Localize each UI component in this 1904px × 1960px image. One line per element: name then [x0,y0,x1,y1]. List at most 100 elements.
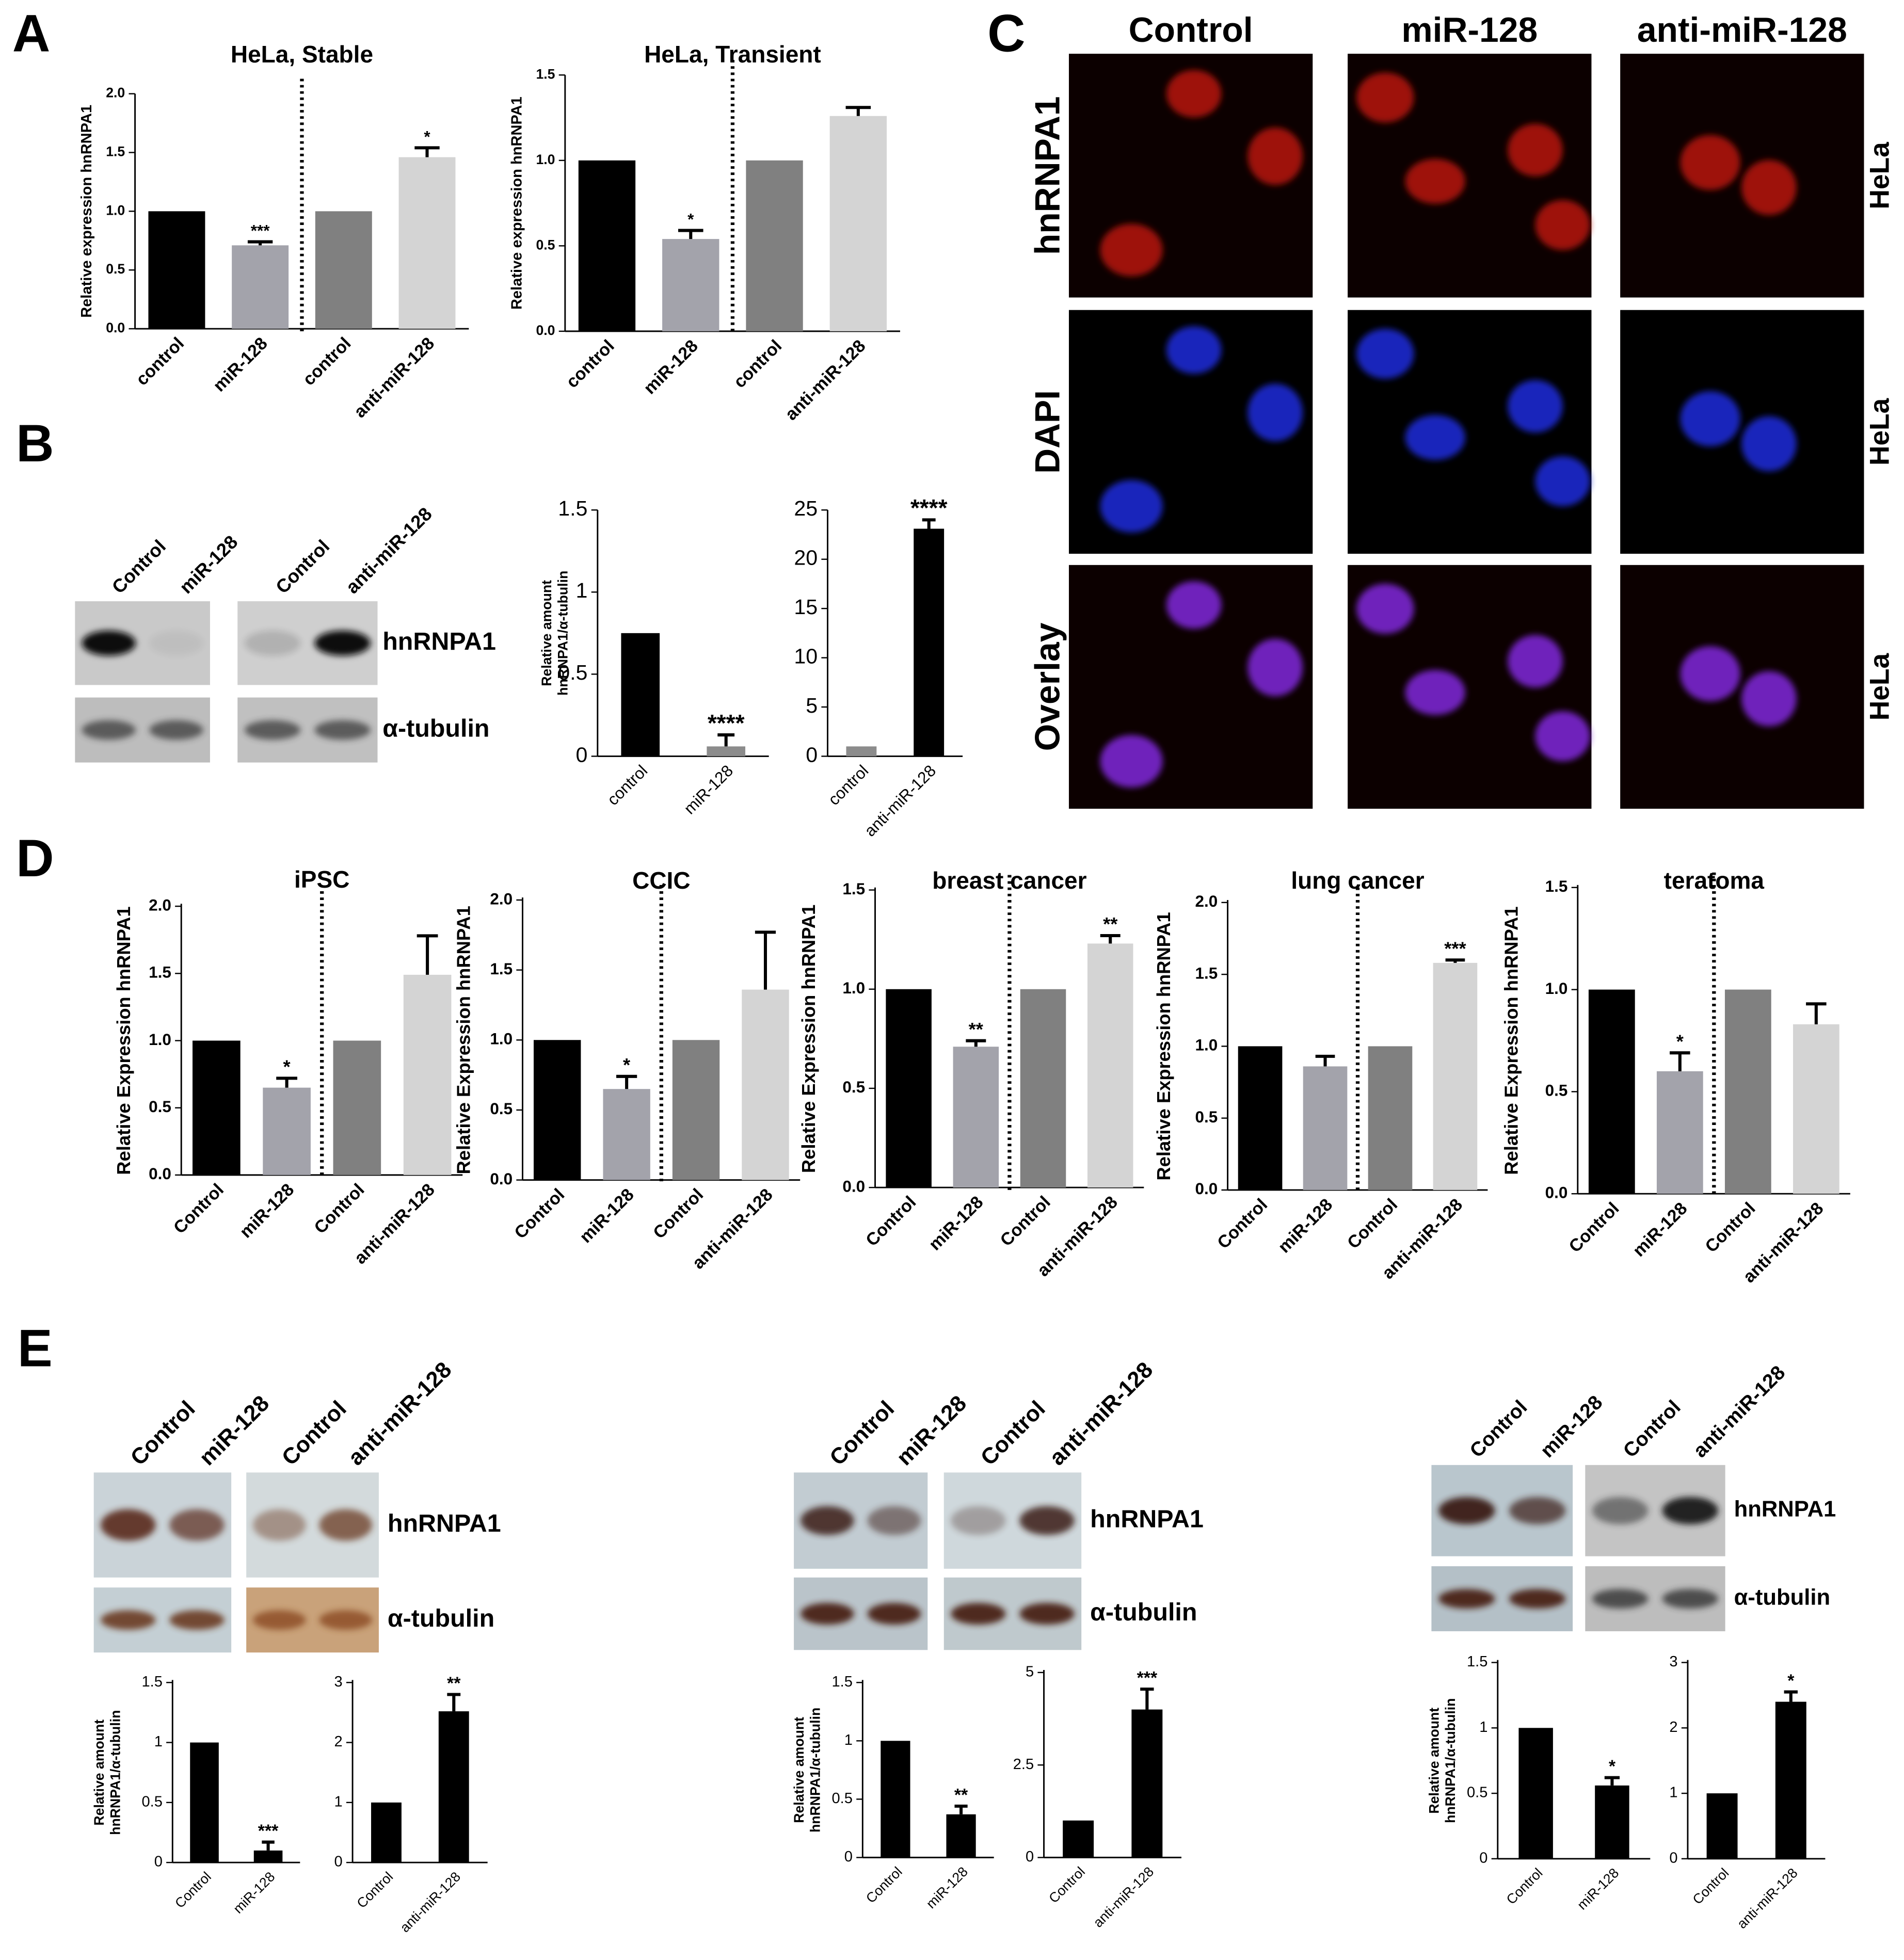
bar [333,1040,381,1175]
significance: * [623,1054,631,1075]
lane-label: miR-128 [195,1391,274,1470]
significance: * [1609,1757,1616,1776]
y-tick-label: 0 [576,743,588,766]
lane-label: anti-miR-128 [344,1357,457,1470]
bar [1518,1728,1553,1859]
bar [371,1802,402,1863]
y-tick-label: 2 [1669,1719,1677,1736]
significance: **** [910,494,948,521]
nucleus [1247,638,1303,697]
bar [672,1040,720,1180]
nucleus [1356,72,1414,123]
nucleus [1680,646,1740,701]
lane-label: Control [108,536,170,598]
nucleus [1166,581,1222,629]
nucleus [1247,383,1303,442]
y-tick-label: 0.5 [149,1098,171,1116]
y-tick-label: 1.5 [536,66,555,82]
bar [533,1040,581,1180]
significance: *** [258,1821,279,1841]
blot-band [149,720,203,740]
y-tick-label: 2.5 [1013,1756,1034,1773]
y-axis-label: Relative expression hnRNPA1 [78,105,95,318]
y-tick-label: 1.5 [1195,964,1218,982]
y-tick-label: 0 [806,743,818,766]
x-tick-label: Control [1503,1865,1546,1907]
bar [946,1814,976,1858]
y-axis-label: Relative amount [539,580,554,686]
bar [1775,1701,1806,1859]
y-axis-label: Relative Expression hnRNPA1 [453,906,474,1174]
y-tick-label: 1.5 [558,496,587,520]
bar [190,1742,219,1863]
y-tick-label: 0.5 [558,661,587,684]
band-label: α-tubulin [1734,1585,1831,1610]
y-axis-label: Relative Expression hnRNPA1 [113,906,134,1175]
blot-band [244,630,301,656]
y-tick-label: 2.0 [106,85,125,101]
x-tick-label: control [730,336,786,392]
nucleus [1405,670,1465,715]
x-tick-label: Control [170,1180,228,1238]
y-tick-label: 3 [1669,1653,1677,1670]
x-tick-label: miR-128 [236,1180,298,1242]
blot-band [801,1506,854,1535]
y-tick-label: 1 [576,579,588,602]
significance: *** [1444,938,1466,959]
y-axis-label: Relative amount [1427,1708,1442,1814]
bar [1656,1071,1703,1194]
significance: *** [1137,1668,1158,1688]
significance: **** [708,710,745,736]
y-tick-label: 1.0 [1195,1036,1218,1054]
y-tick-label: 0 [1479,1850,1487,1866]
blot-band [1509,1589,1566,1609]
chart-title: HeLa, Transient [644,41,821,68]
blot-band [1662,1497,1719,1524]
y-tick-label: 15 [794,595,818,619]
bar [253,1850,283,1863]
y-tick-label: 3 [334,1674,343,1690]
y-tick-label: 1 [1479,1719,1487,1736]
bar [263,1087,311,1175]
bar [662,239,719,331]
lane-label: anti-miR-128 [1689,1361,1790,1462]
x-tick-label: Control [510,1185,568,1243]
bar [1063,1820,1094,1858]
y-tick-label: 0.5 [1545,1082,1568,1100]
bar [438,1711,469,1863]
significance: *** [251,221,270,239]
y-tick-label: 0.0 [536,323,555,338]
blot-band [82,630,136,656]
nucleus [1508,123,1563,176]
x-tick-label: Control [1701,1199,1759,1257]
x-tick-label: Control [310,1180,368,1238]
y-tick-label: 1.0 [149,1031,171,1049]
x-tick-label: anti-miR-128 [350,333,438,422]
bar [829,116,887,331]
blot-band [314,720,371,740]
nucleus [1100,480,1163,533]
x-tick-label: miR-128 [1274,1195,1336,1257]
x-tick-label: Control [1690,1865,1732,1907]
y-axis-label: Relative Expression hnRNPA1 [1500,906,1522,1175]
y-tick-label: 0 [1026,1849,1034,1865]
panel-letter: E [18,1319,53,1378]
x-tick-label: control [604,762,651,809]
lane-label: Control [1466,1396,1532,1462]
lane-label: Control [271,536,333,598]
y-tick-label: 1.0 [1545,979,1568,998]
y-tick-label: 0.5 [1467,1785,1487,1801]
y-tick-label: 1.5 [490,960,513,978]
y-axis-label: hnRNPA1/α-tubulin [107,1710,123,1835]
y-tick-label: 1.5 [149,963,171,982]
nucleus [1405,415,1465,460]
significance: * [1787,1671,1795,1691]
x-tick-label: miR-128 [923,1864,971,1911]
x-tick-label: miR-128 [210,333,271,395]
x-tick-label: Control [863,1864,905,1906]
y-tick-label: 1.5 [141,1674,162,1690]
bar [1020,989,1066,1188]
bar [578,160,636,331]
blot-band [1438,1589,1495,1609]
x-tick-label: control [132,333,188,389]
